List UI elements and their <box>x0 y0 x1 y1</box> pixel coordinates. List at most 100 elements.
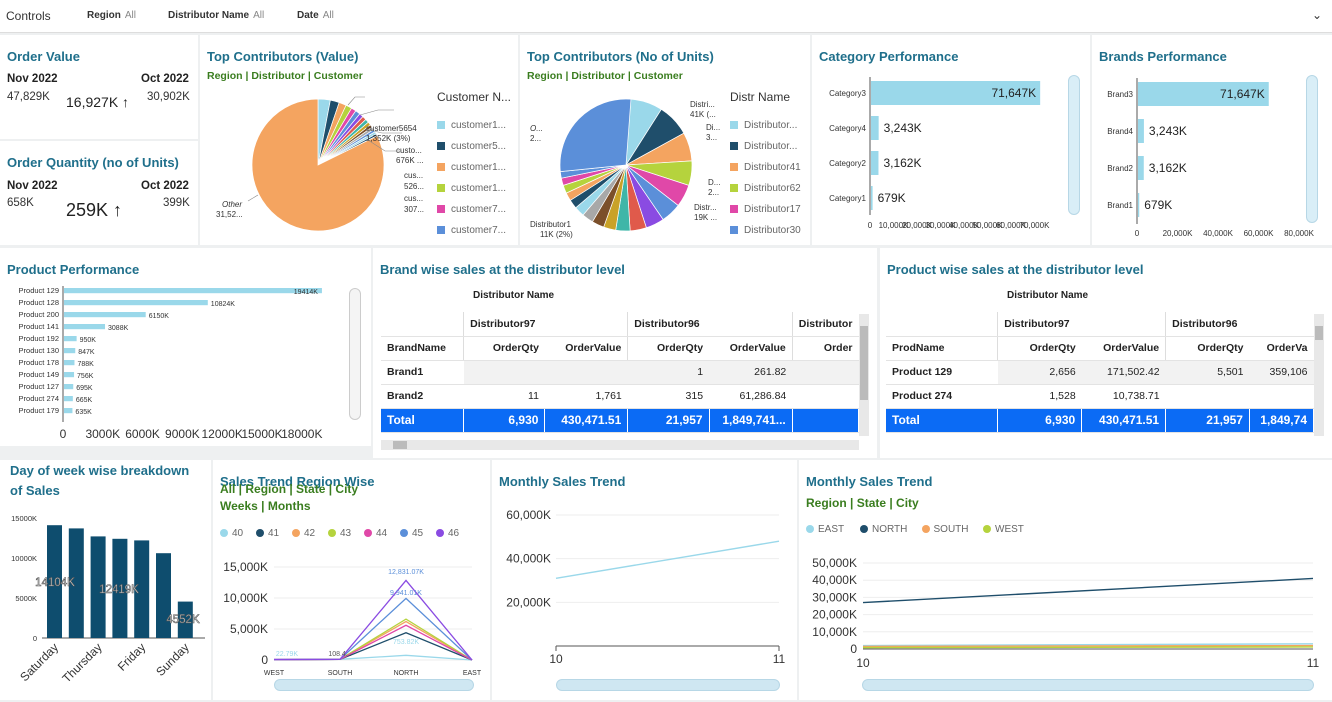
bar[interactable] <box>156 553 171 638</box>
bar[interactable] <box>64 300 208 306</box>
legend-item[interactable]: customer1... <box>437 120 506 131</box>
filter-date[interactable]: Date All <box>297 10 334 21</box>
horizontal-range-slider[interactable] <box>862 679 1314 691</box>
legend-item[interactable]: 41 <box>256 528 279 539</box>
legend-item[interactable]: customer1... <box>437 183 506 194</box>
legend-item[interactable]: 46 <box>436 528 459 539</box>
legend-item[interactable]: customer1... <box>437 162 506 173</box>
column-header[interactable]: OrderValue <box>709 336 793 361</box>
horizontal-range-slider[interactable] <box>274 679 474 691</box>
bar[interactable] <box>64 324 106 330</box>
bar[interactable] <box>90 536 106 638</box>
drill-path[interactable]: Region | Distributor | Customer <box>527 70 683 82</box>
distributor-header[interactable]: Distributor97 <box>463 312 628 337</box>
series-line[interactable] <box>862 644 1314 648</box>
legend-item[interactable]: EAST <box>806 524 844 535</box>
vertical-range-slider[interactable] <box>1306 75 1318 223</box>
bar[interactable] <box>64 372 75 378</box>
bar[interactable] <box>177 601 193 638</box>
legend-item[interactable]: 42 <box>292 528 315 539</box>
column-header[interactable]: OrderValue <box>544 336 628 361</box>
bar[interactable] <box>64 348 76 354</box>
bar[interactable] <box>871 116 879 140</box>
distributor-header[interactable]: Distributor97 <box>997 312 1166 337</box>
distributor-header[interactable]: Distributor <box>791 312 859 337</box>
table-row[interactable]: Brand2 11 1,761 315 61,286.84 <box>381 384 859 409</box>
bar[interactable] <box>1138 193 1140 217</box>
bar[interactable] <box>871 151 879 175</box>
distributor-header[interactable]: Distributor96 <box>627 312 793 337</box>
column-header[interactable]: OrderVa <box>1249 336 1314 361</box>
table-row[interactable]: Product 274 1,528 10,738.71 <box>886 384 1314 409</box>
region-line-chart[interactable]: 0 5,000K 10,000K 15,000K WEST SOUTH NORTH EAST 2… <box>213 460 490 700</box>
vertical-range-slider[interactable] <box>349 288 361 420</box>
product-bar-chart[interactable]: Product 129 19414K Product 128 10824K Produc… <box>0 248 371 446</box>
bar[interactable] <box>112 538 128 638</box>
horizontal-range-slider[interactable] <box>556 679 780 691</box>
column-header[interactable]: OrderQty <box>997 336 1082 361</box>
pie-slice[interactable] <box>251 98 385 232</box>
bar[interactable] <box>64 408 73 414</box>
bar[interactable] <box>64 384 74 390</box>
series-line[interactable] <box>862 643 1314 647</box>
series-line[interactable] <box>862 577 1314 604</box>
series-line[interactable] <box>273 620 473 661</box>
column-header[interactable]: OrderQty <box>1165 336 1250 361</box>
drill-path[interactable]: Region | Distributor | Customer <box>207 70 363 82</box>
bar[interactable] <box>871 81 1041 105</box>
pie-slice[interactable] <box>559 98 632 173</box>
row-header[interactable]: BrandName <box>381 336 464 361</box>
filter-distributor-name[interactable]: Distributor Name All <box>168 10 265 21</box>
legend-item[interactable]: Distributor17 <box>730 204 801 215</box>
vertical-range-slider[interactable] <box>1068 75 1080 215</box>
bar[interactable] <box>64 396 73 402</box>
legend-item[interactable]: Distributor62 <box>730 183 801 194</box>
legend-item[interactable]: WEST <box>983 524 1024 535</box>
category-bar-chart[interactable]: Category3 71,647K Category4 3,243K Category2… <box>812 35 1090 245</box>
drill-path[interactable]: Weeks | Months <box>220 499 311 513</box>
vertical-scrollbar[interactable] <box>1314 314 1324 436</box>
distributor-header[interactable]: Distributor96 <box>1165 312 1314 337</box>
table-row[interactable]: Brand1 1 261.82 <box>381 360 859 385</box>
bar[interactable] <box>1138 156 1144 180</box>
series-line[interactable] <box>862 646 1314 649</box>
monthly-region-line-chart[interactable]: 0 10,000K 20,000K 30,000K 40,000K 50,000K 10 11 <box>799 460 1332 700</box>
bar[interactable] <box>64 360 75 366</box>
row-header[interactable]: ProdName <box>886 336 998 361</box>
series-line[interactable] <box>273 632 473 661</box>
bar[interactable] <box>64 336 77 342</box>
filter-region[interactable]: Region All <box>87 10 137 21</box>
chevron-down-icon[interactable]: ⌄ <box>1311 8 1322 22</box>
series-line[interactable] <box>273 579 473 661</box>
drill-path[interactable]: All | Region | State | City <box>220 482 359 496</box>
total-row[interactable]: Total 6,930 430,471.51 21,957 1,849,74 <box>886 408 1315 433</box>
pie-chart[interactable]: customer5654 1,352K (3%) custo... 676K .… <box>200 85 440 245</box>
column-header[interactable]: OrderQty <box>463 336 545 361</box>
legend-item[interactable]: 43 <box>328 528 351 539</box>
bar[interactable] <box>68 528 84 638</box>
legend-item[interactable]: 45 <box>400 528 423 539</box>
column-header[interactable]: OrderQty <box>627 336 710 361</box>
bar[interactable] <box>134 540 150 638</box>
legend-item[interactable]: customer7... <box>437 225 506 236</box>
bar[interactable] <box>871 186 873 210</box>
total-row[interactable]: Total 6,930 430,471.51 21,957 1,849,741.… <box>381 408 860 433</box>
legend-item[interactable]: Distributor... <box>730 141 797 152</box>
table-row[interactable]: Product 129 2,656 171,502.42 5,501 359,1… <box>886 360 1314 385</box>
legend-item[interactable]: 44 <box>364 528 387 539</box>
vertical-scrollbar[interactable] <box>859 314 869 436</box>
bar[interactable] <box>1138 119 1144 143</box>
legend-item[interactable]: Distributor... <box>730 120 797 131</box>
bar[interactable] <box>1138 82 1269 106</box>
column-header[interactable]: OrderValue <box>1081 336 1166 361</box>
bar[interactable] <box>47 525 62 638</box>
column-header[interactable]: Order <box>791 336 859 361</box>
pie-chart[interactable]: Distri... 41K (... Di... 3... D... 2... … <box>520 85 730 245</box>
legend-item[interactable]: NORTH <box>860 524 907 535</box>
series-line[interactable] <box>555 540 780 580</box>
legend-item[interactable]: 40 <box>220 528 243 539</box>
legend-item[interactable]: customer5... <box>437 141 506 152</box>
bar[interactable] <box>64 288 322 294</box>
